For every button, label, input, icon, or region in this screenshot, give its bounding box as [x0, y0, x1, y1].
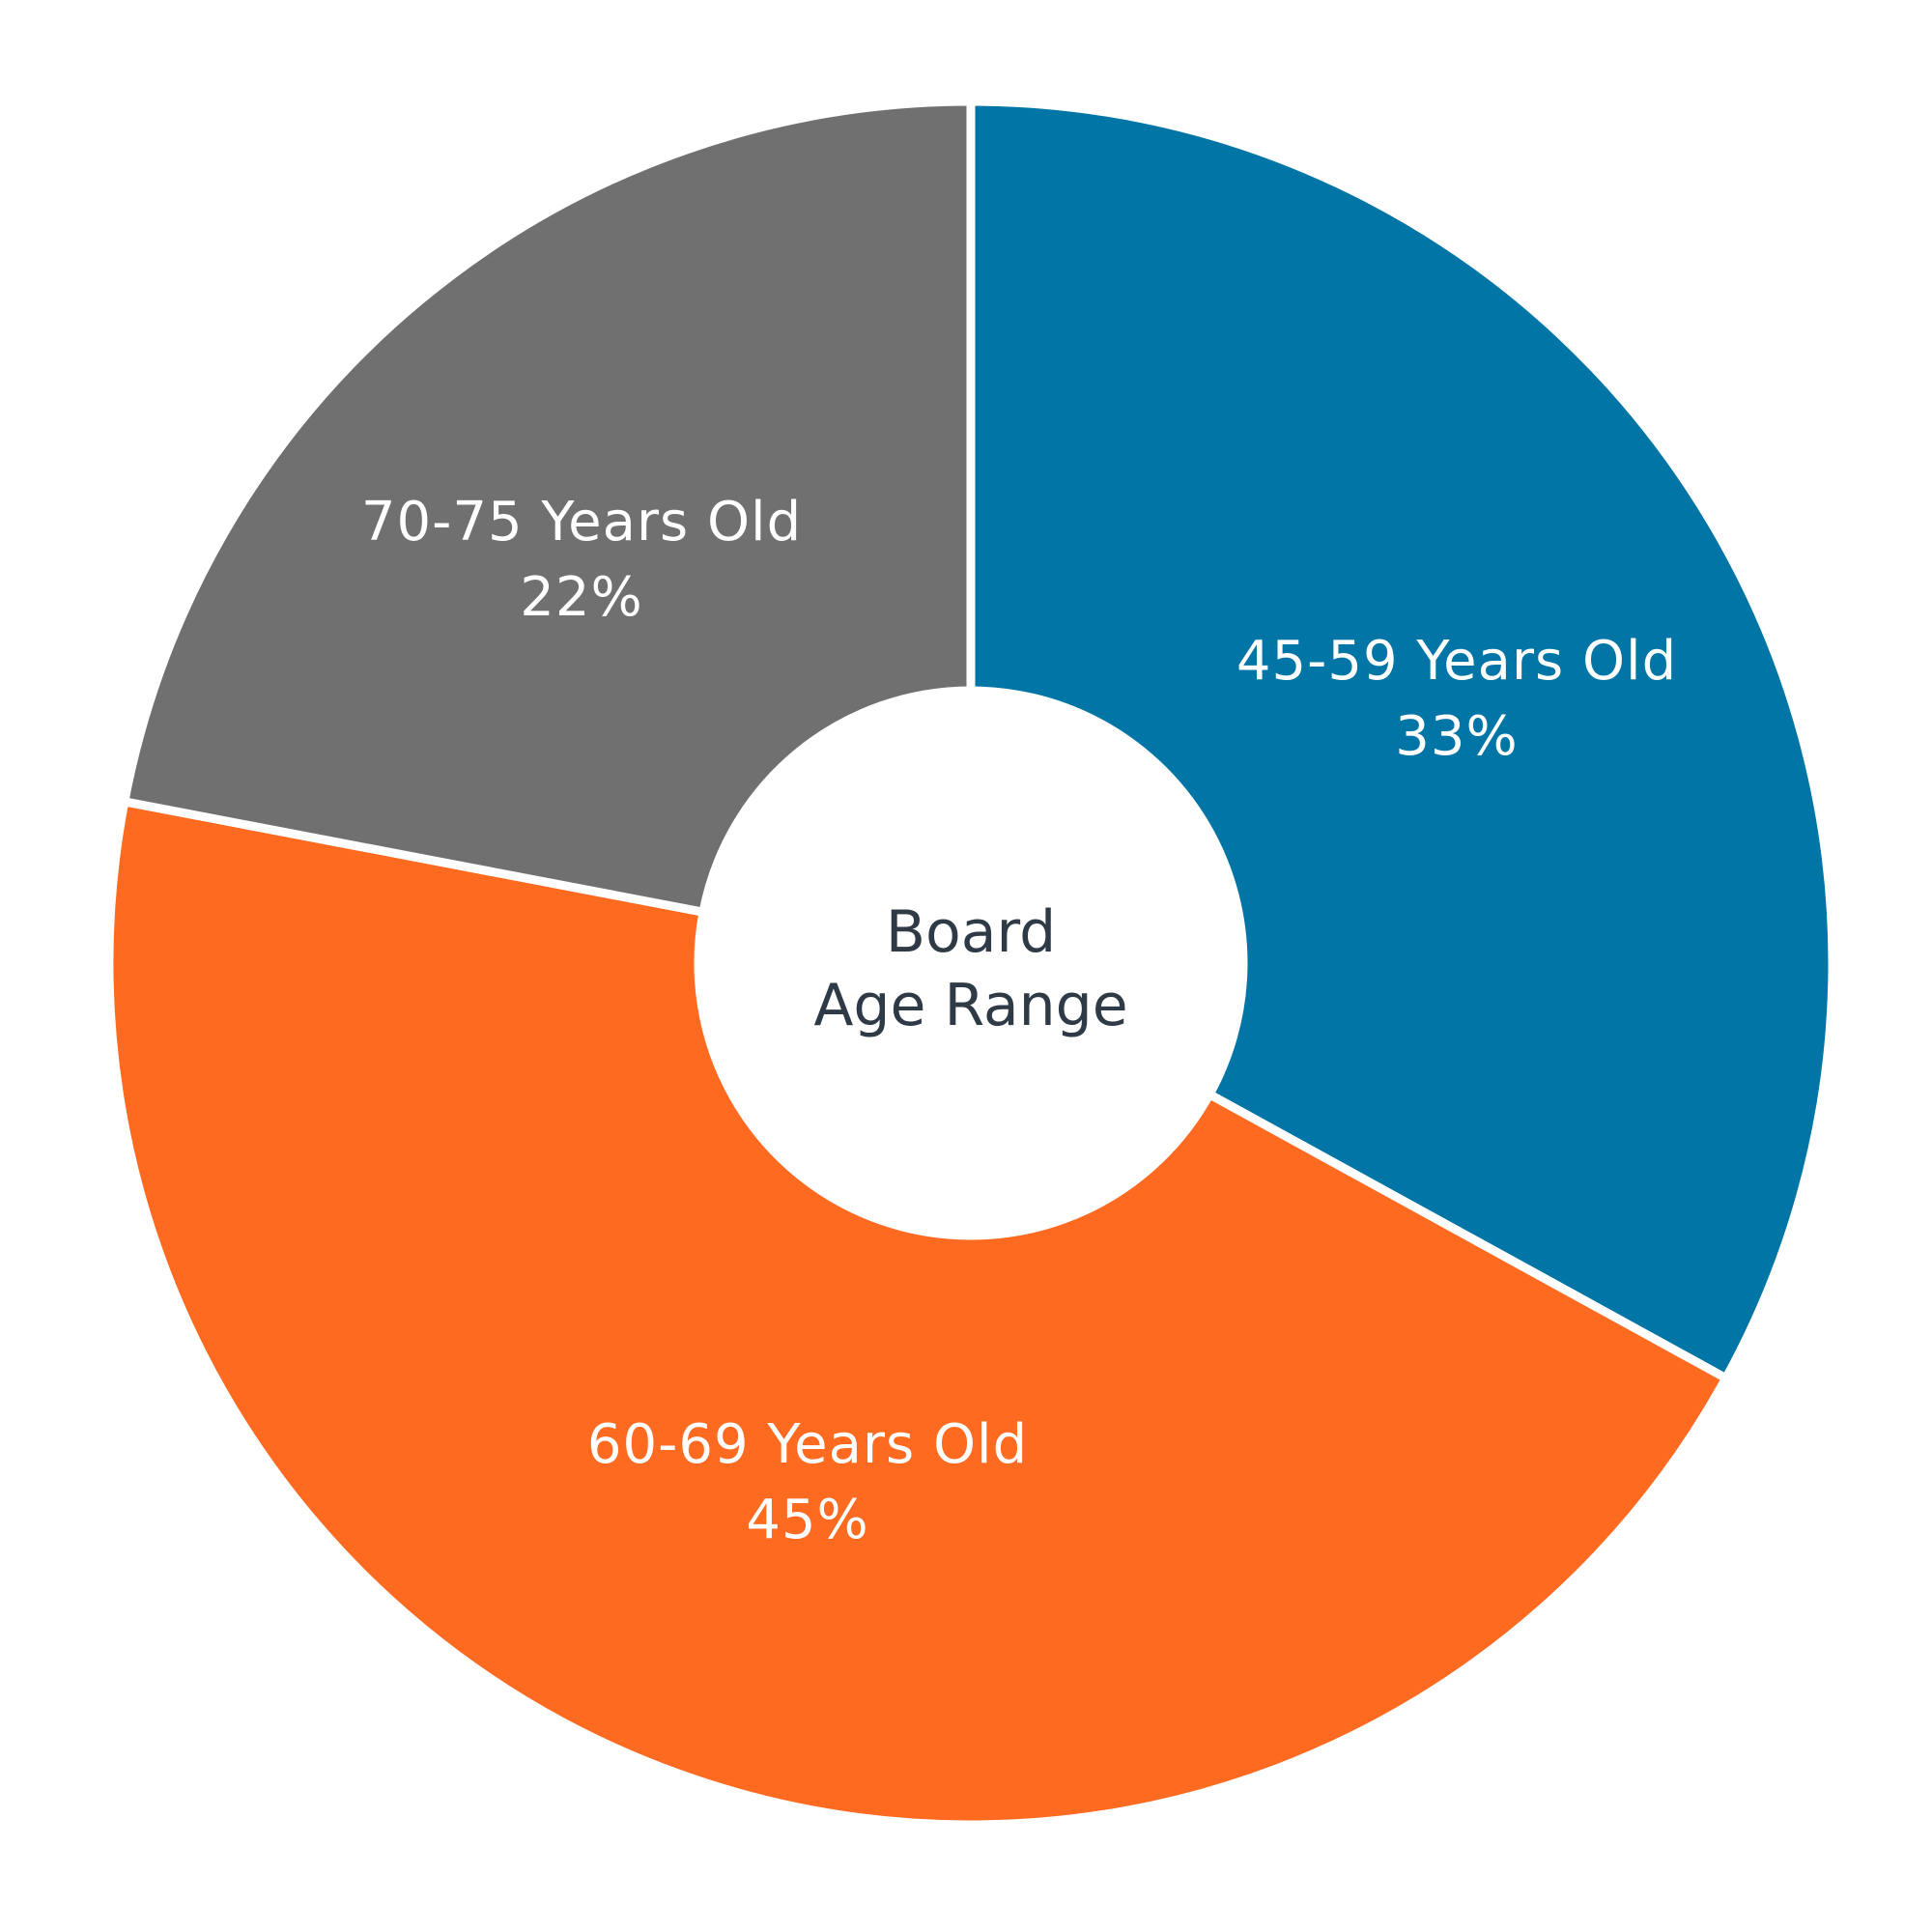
chart-title: Board Age Range	[813, 895, 1127, 1042]
slice-label-text: 60-69 Years Old	[586, 1413, 1029, 1476]
donut-slice-60-69	[104, 796, 1732, 1830]
slice-label-70-75: 70-75 Years Old 22%	[361, 485, 802, 636]
slice-value-text: 33%	[1395, 705, 1519, 768]
slice-label-60-69: 60-69 Years Old 45%	[587, 1407, 1028, 1558]
donut-slice-45-59	[966, 97, 1837, 1384]
slice-value-text: 22%	[520, 566, 643, 629]
donut-slice-70-75	[119, 97, 976, 918]
slice-label-text: 45-59 Years Old	[1236, 630, 1678, 693]
chart-title-line2: Age Range	[813, 972, 1128, 1039]
slice-label-45-59: 45-59 Years Old 33%	[1236, 624, 1677, 775]
chart-title-line1: Board	[885, 898, 1057, 966]
slice-label-text: 70-75 Years Old	[360, 491, 803, 554]
slice-value-text: 45%	[746, 1489, 869, 1551]
